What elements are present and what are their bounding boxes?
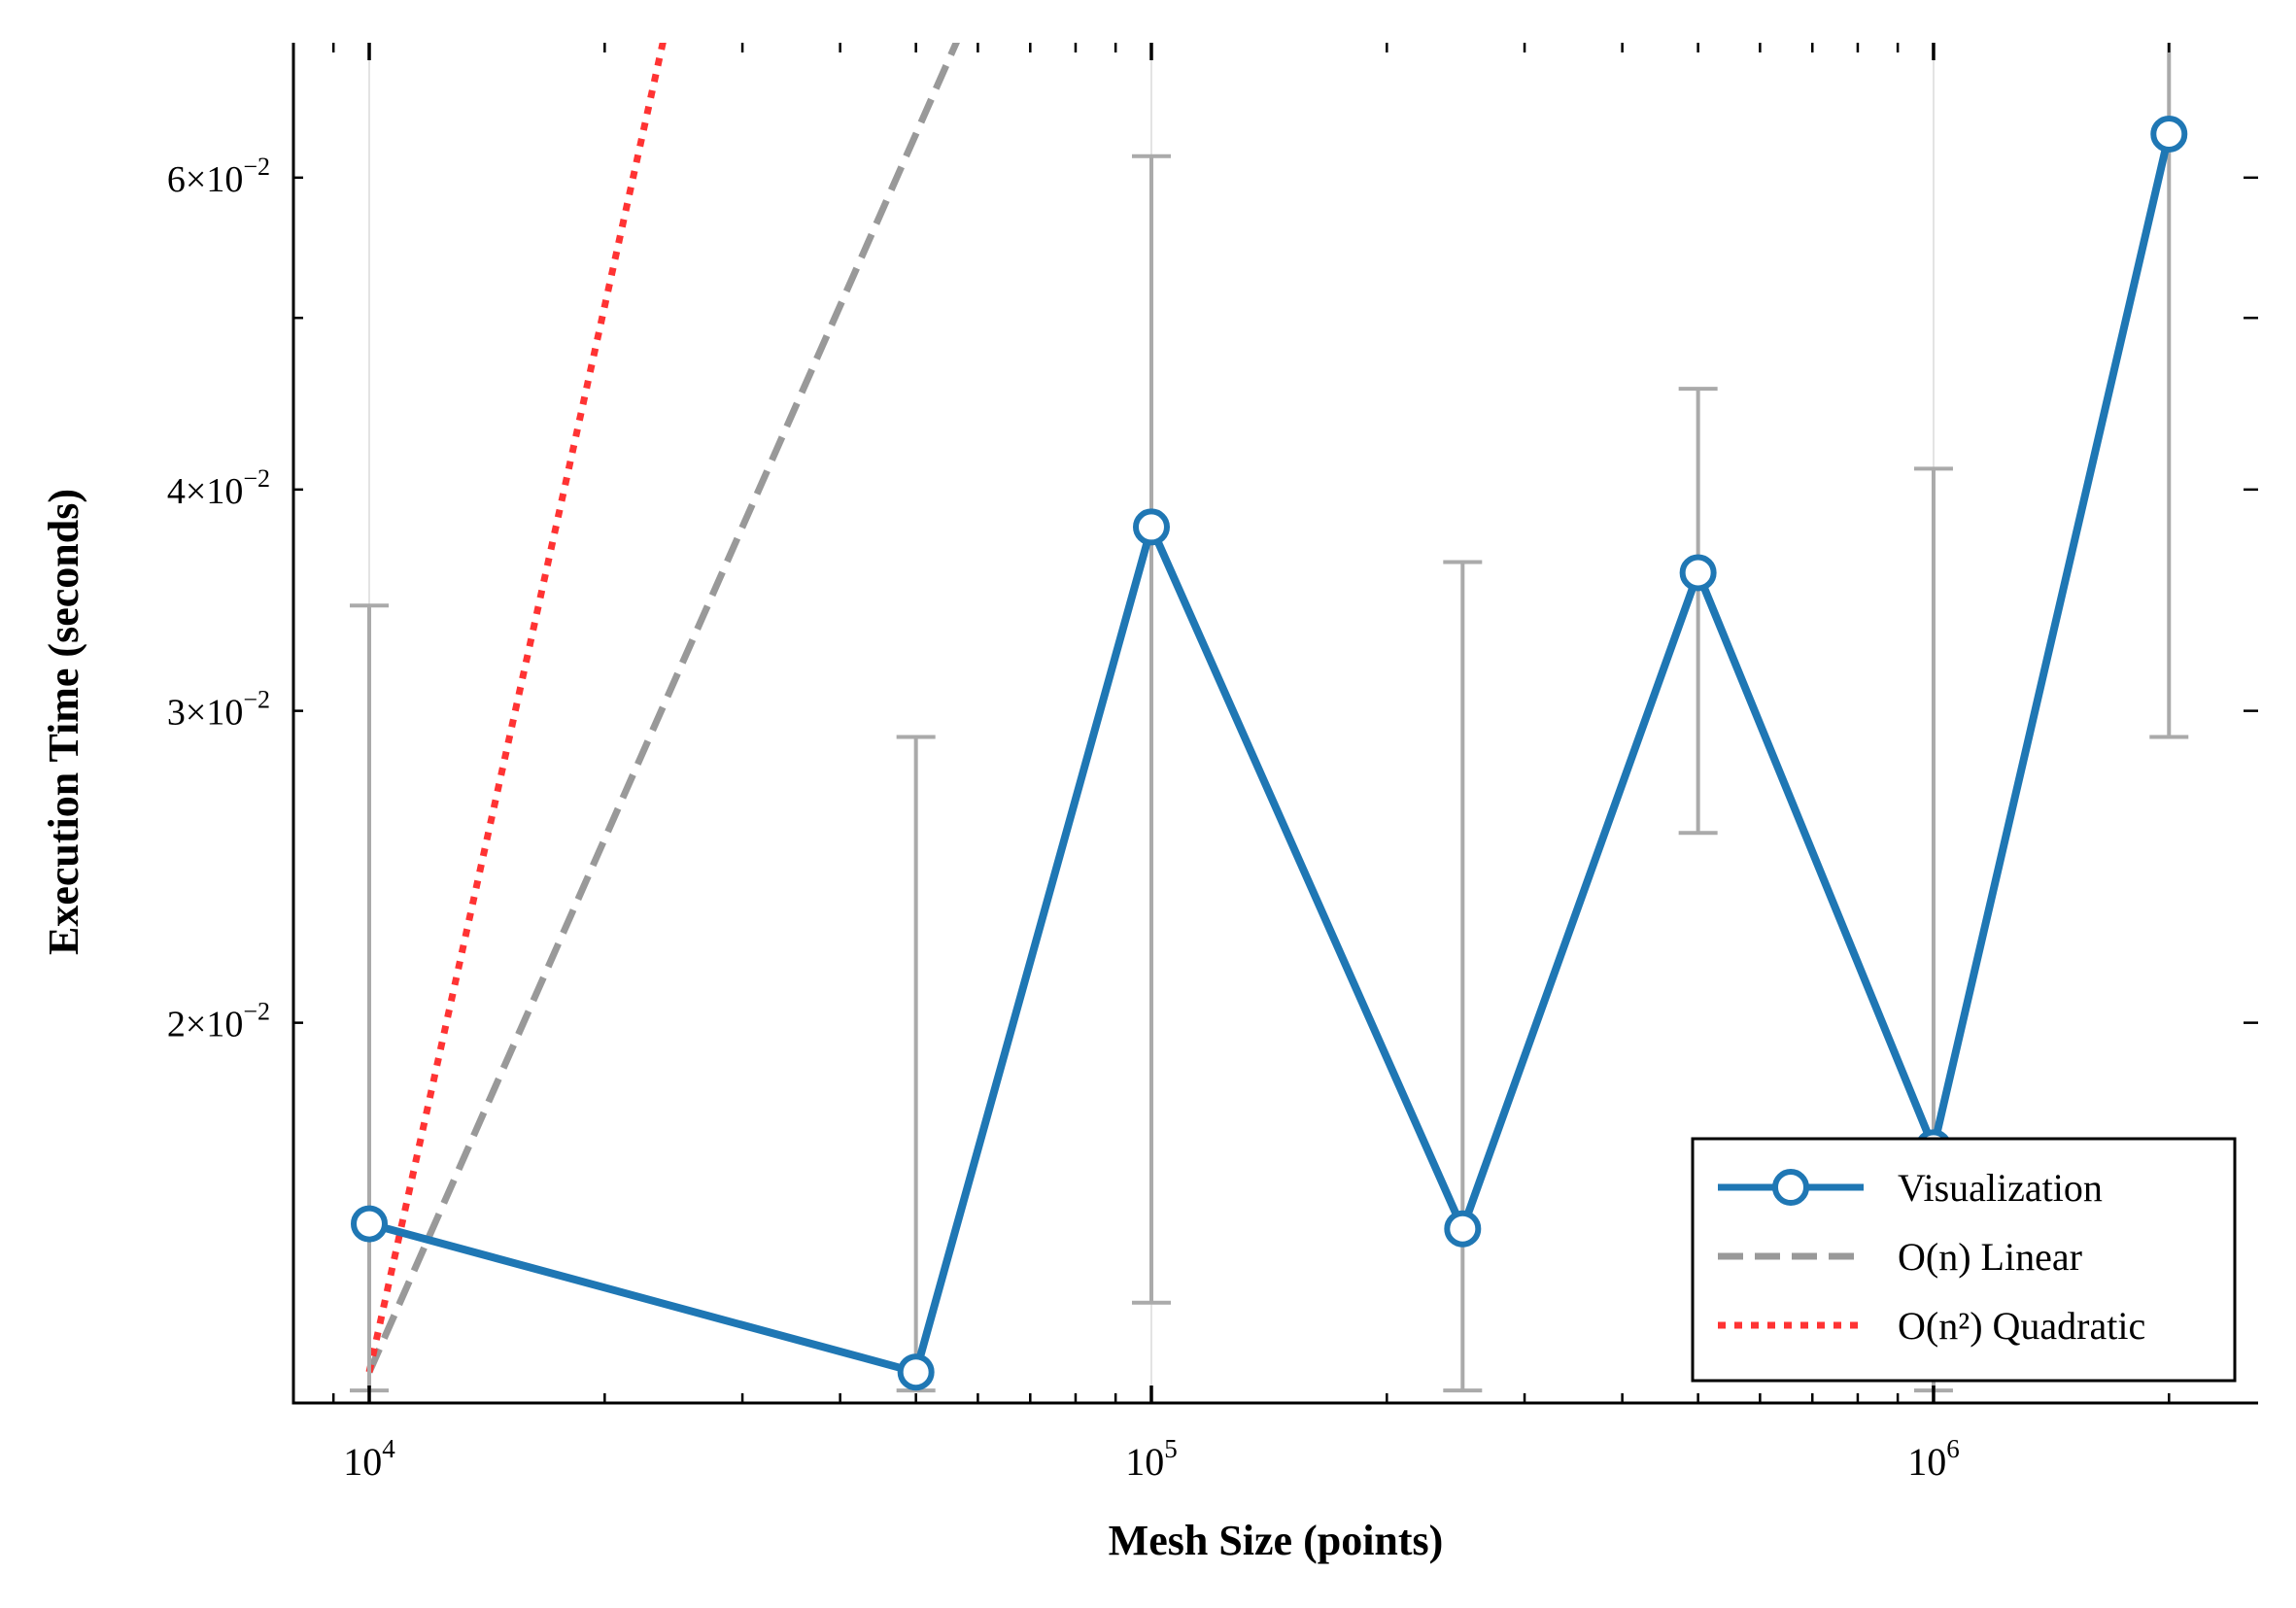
legend-marker-visualization [1772,1169,1809,1206]
x-axis-label: Mesh Size (points) [1109,1517,1444,1564]
data-point [2150,115,2188,153]
data-point [897,1353,935,1391]
legend-label-linear: O(n) Linear [1898,1235,2082,1279]
data-point [1444,1210,1482,1248]
data-point [1679,554,1717,592]
legend: Visualization O(n) Linear O(n²) Quadrati… [1691,1137,2237,1383]
legend-label-visualization: Visualization [1898,1166,2103,1210]
data-point [1132,508,1170,546]
y-axis-label: Execution Time (seconds) [40,489,87,955]
axes [291,43,2258,1405]
legend-label-quadratic: O(n²) Quadratic [1898,1304,2145,1348]
x-tick-label: 104 [343,1434,395,1484]
y-tick-label: 2×10−2 [167,998,270,1045]
linear-reference-line [365,43,960,1374]
y-tick-label: 3×10−2 [167,686,270,734]
x-tick-label: 105 [1125,1434,1178,1484]
x-tick-label: 106 [1907,1434,1960,1484]
y-tick-label: 6×10−2 [167,153,270,200]
quadratic-reference-line [365,43,667,1373]
data-point [351,1205,389,1243]
reference-lines [365,43,960,1374]
ticks: 104 105 106 2×10−2 3×10−2 4×10−2 6×10−2 [167,43,2258,1484]
y-tick-label: 4×10−2 [167,464,270,512]
